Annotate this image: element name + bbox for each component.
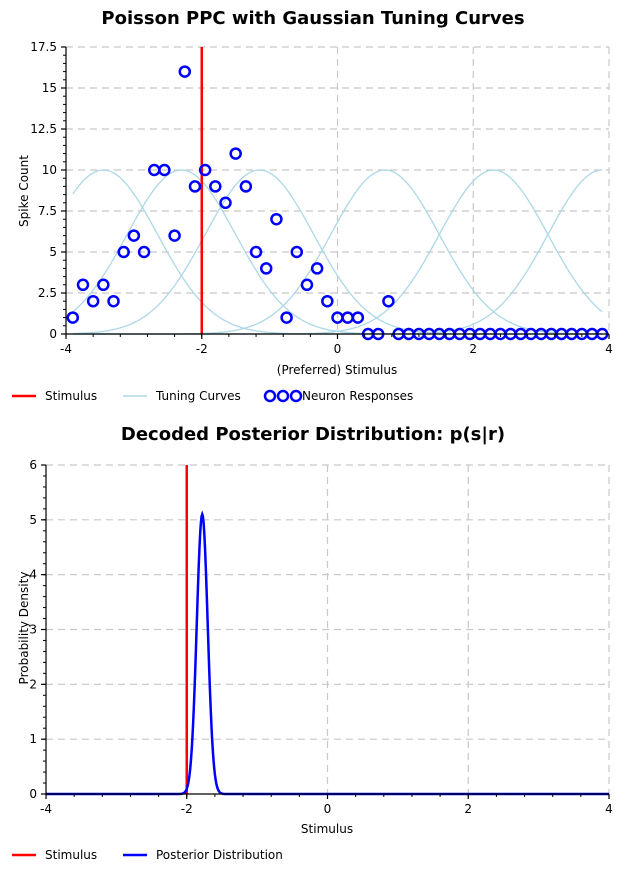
neuron-point — [321, 294, 334, 308]
legend-neuron-label: Neuron Responses — [302, 389, 413, 403]
neuron-point — [137, 245, 151, 259]
x-tick-label: 0 — [324, 802, 332, 816]
chart-tuning-curves: Poisson PPC with Gaussian Tuning Curves … — [12, 8, 613, 403]
chart2-y-axis-label: Probability Density — [17, 572, 31, 685]
neuron-point — [97, 278, 110, 292]
neuron-point — [341, 311, 354, 324]
y-tick-label: 2.5 — [38, 286, 57, 300]
chart1-y-axis-label: Spike Count — [17, 155, 31, 227]
neuron-point — [198, 163, 212, 177]
y-tick-label: 15 — [42, 81, 57, 95]
y-tick-label: 5 — [49, 245, 57, 259]
chart2-x-axis-label: Stimulus — [301, 822, 353, 836]
y-tick-label: 5 — [29, 513, 37, 527]
legend-neuron-marker — [263, 389, 277, 403]
chart1-x-axis-label: (Preferred) Stimulus — [277, 363, 397, 377]
y-tick-label: 4 — [29, 568, 37, 582]
legend-neuron-marker — [276, 389, 290, 403]
chart2-y-ticks: 0 1 2 3 4 5 6 — [29, 458, 46, 801]
neuron-point — [66, 311, 80, 324]
chart1-title: Poisson PPC with Gaussian Tuning Curves — [101, 8, 524, 29]
x-tick-label: -4 — [40, 802, 52, 816]
x-tick-label: -2 — [181, 802, 193, 816]
neuron-point — [188, 180, 202, 193]
neuron-point — [107, 294, 120, 308]
neuron-point — [259, 262, 273, 275]
neuron-point — [239, 180, 253, 193]
neuron-point — [209, 180, 222, 193]
neuron-point — [76, 278, 90, 292]
neuron-point — [117, 245, 130, 259]
y-tick-label: 3 — [29, 623, 37, 637]
chart2-title: Decoded Posterior Distribution: p(s|r) — [121, 424, 505, 445]
neuron-point — [290, 245, 304, 259]
y-tick-label: 1 — [29, 732, 37, 746]
chart1-x-ticks: -4 -2 0 2 4 — [60, 334, 613, 356]
x-tick-label: 0 — [334, 342, 342, 356]
chart1-grid — [66, 46, 610, 334]
neuron-point — [300, 278, 314, 292]
chart2-posterior-curve — [46, 510, 609, 796]
legend-neuron-marker — [289, 389, 303, 403]
y-tick-label: 2 — [29, 677, 37, 691]
chart-posterior: Decoded Posterior Distribution: p(s|r) -… — [12, 424, 613, 862]
neuron-point — [219, 196, 232, 210]
neuron-point — [86, 294, 100, 308]
y-tick-label: 17.5 — [30, 40, 57, 54]
y-tick-label: 7.5 — [38, 204, 57, 218]
legend-posterior-label: Posterior Distribution — [156, 848, 283, 862]
y-tick-label: 6 — [29, 458, 37, 472]
neuron-point — [270, 212, 283, 226]
x-tick-label: 4 — [605, 802, 613, 816]
y-tick-label: 0 — [29, 787, 37, 801]
legend-stimulus-label: Stimulus — [45, 389, 97, 403]
y-tick-label: 10 — [42, 163, 57, 177]
neuron-point — [178, 65, 192, 78]
neuron-point — [168, 229, 181, 242]
legend-stimulus-label: Stimulus — [45, 848, 97, 862]
y-tick-label: 12.5 — [30, 122, 57, 136]
neuron-point — [158, 163, 171, 177]
chart1-legend: Stimulus Tuning Curves Neuron Responses — [12, 389, 413, 403]
neuron-point — [351, 311, 365, 324]
neuron-point — [382, 294, 395, 308]
x-tick-label: 4 — [605, 342, 613, 356]
chart1-y-ticks: 0 2.5 5 7.5 10 12.5 15 17.5 — [30, 40, 66, 341]
x-tick-label: -2 — [196, 342, 208, 356]
chart2-legend: Stimulus Posterior Distribution — [12, 848, 283, 862]
neuron-point — [280, 311, 293, 324]
neuron-point — [249, 245, 263, 259]
chart2-x-ticks: -4 -2 0 2 4 — [40, 794, 613, 816]
x-tick-label: -4 — [60, 342, 72, 356]
chart2-grid — [46, 464, 610, 794]
y-tick-label: 0 — [49, 327, 57, 341]
x-tick-label: 2 — [469, 342, 477, 356]
legend-tuning-label: Tuning Curves — [155, 389, 241, 403]
neuron-point — [310, 262, 324, 275]
posterior-line — [46, 510, 609, 796]
neuron-point — [229, 147, 242, 160]
x-tick-label: 2 — [464, 802, 472, 816]
neuron-point — [127, 229, 141, 242]
